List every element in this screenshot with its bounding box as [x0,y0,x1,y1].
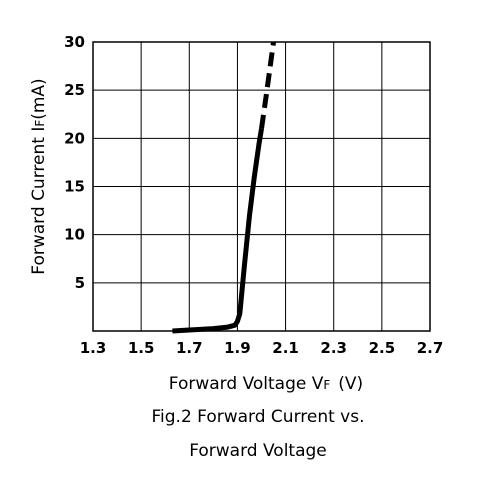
x-tick-label: 2.1 [272,339,299,357]
x-tick-label: 1.7 [176,339,203,357]
y-tick-label: 15 [64,178,85,196]
x-axis-title-unit: (V) [338,374,363,394]
x-tick-label: 2.5 [369,339,396,357]
series-line-dashed [259,41,276,130]
y-axis-title-subscript: F [33,120,47,127]
figure-caption-line-1: Fig.2 Forward Current vs. [151,407,364,427]
figure-caption-line-2: Forward Voltage [189,441,327,461]
y-tick-label: 30 [64,33,85,51]
series-line [172,128,264,334]
y-tick-label: 5 [75,274,85,292]
y-tick-label: 10 [64,226,85,244]
x-axis-title-subscript: F [323,378,330,392]
x-tick-labels: 1.3 1.5 1.7 1.9 2.1 2.3 2.5 2.7 [80,339,444,357]
y-tick-label: 20 [64,129,85,147]
x-tick-label: 1.3 [80,339,107,357]
y-axis-title-unit: (mA) [29,78,49,119]
x-axis-title: Forward Voltage VF (V) [169,374,363,394]
y-tick-labels: 5 10 15 20 25 30 [64,33,85,292]
x-tick-label: 2.7 [417,339,444,357]
x-axis-title-main: Forward Voltage V [169,374,324,394]
y-axis-title-main: Forward Current I [29,127,49,275]
x-tick-label: 2.3 [320,339,347,357]
x-tick-label: 1.9 [224,339,251,357]
y-tick-label: 25 [64,81,85,99]
x-tick-label: 1.5 [128,339,155,357]
grid [92,41,431,331]
y-axis-title: Forward Current IF(mA) [29,78,49,274]
plot-frame [92,41,431,332]
series-layer [172,41,276,334]
